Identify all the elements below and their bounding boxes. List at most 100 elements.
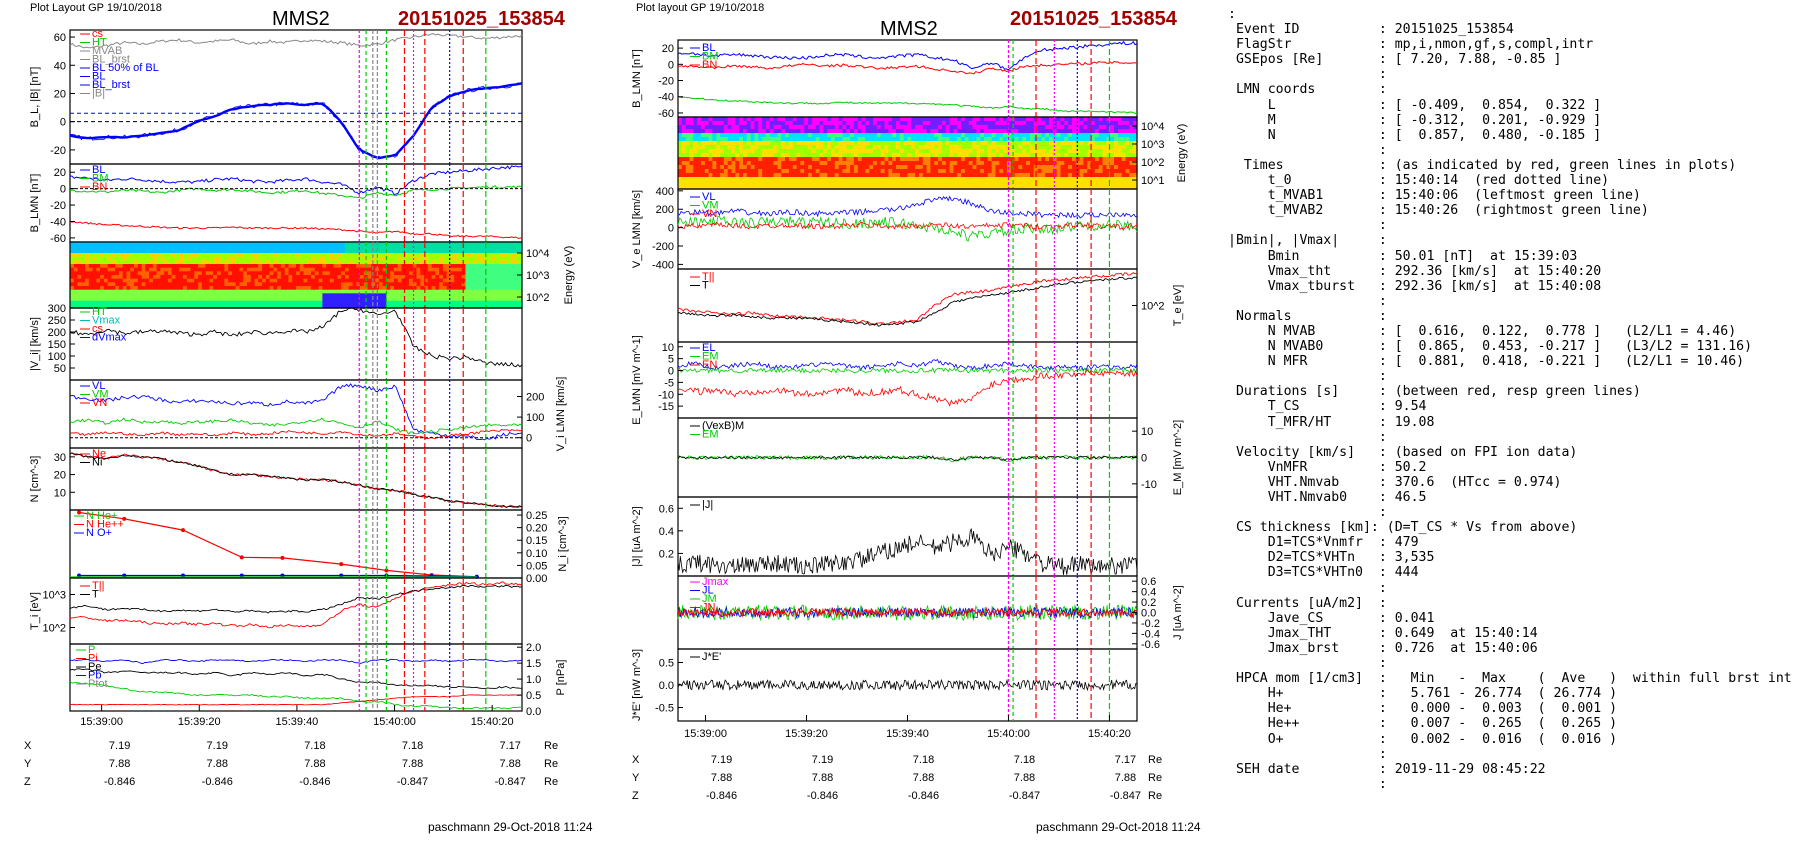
spectrogram-cell [269, 300, 274, 305]
spectrogram-cell [727, 117, 733, 122]
spectrogram-cell [701, 165, 706, 170]
spectrogram-cell [277, 264, 282, 269]
spectrogram-cell [1003, 133, 1008, 138]
spectrogram-cell [352, 282, 357, 287]
spectrogram-cell [431, 271, 436, 276]
spectrogram-cell [386, 242, 391, 247]
y-tick-label: 10^3 [526, 270, 550, 282]
spectrogram-cell [427, 253, 433, 258]
spectrogram-cell [228, 300, 233, 305]
spectrogram-cell [766, 153, 771, 158]
spectrogram-cell [1049, 145, 1054, 150]
spectrogram-cell [911, 161, 916, 166]
spectrogram-cell [96, 278, 101, 283]
spectrogram-cell [371, 278, 376, 283]
spectrogram-cell [811, 153, 817, 158]
spectrogram-cell [693, 137, 698, 142]
spectrogram-cell [209, 242, 214, 247]
spectrogram-cell [484, 253, 489, 258]
spectrogram-cell [450, 267, 455, 272]
spectrogram-cell [179, 275, 184, 280]
spectrogram-cell [239, 286, 244, 291]
spectrogram-cell [777, 129, 782, 134]
spectrogram-cell [209, 278, 214, 283]
spectrogram-cell [179, 286, 184, 291]
spectrogram-cell [834, 185, 840, 190]
spectrogram-cell [792, 141, 798, 146]
position-value: 7.19 [109, 740, 130, 752]
spectrogram-cell [378, 286, 384, 291]
spectrogram-cell [857, 117, 863, 122]
spectrogram-cell [141, 286, 146, 291]
spectrogram-cell [254, 253, 259, 258]
summary-line: Currents [uA/m2] : [1228, 595, 1387, 611]
spectrogram-cell [804, 137, 809, 142]
spectrogram-cell [697, 141, 702, 146]
spectrogram-cell [296, 245, 301, 250]
spectrogram-cell [1018, 129, 1023, 134]
spectrogram-cell [488, 271, 493, 276]
spectrogram-cell [819, 125, 824, 130]
spectrogram-cell [134, 242, 139, 247]
spectrogram-cell [999, 165, 1004, 170]
spectrogram-cell [164, 242, 169, 247]
spectrogram-cell [746, 185, 752, 190]
spectrogram-cell [495, 278, 500, 283]
spectrogram-cell [811, 181, 817, 186]
spectrogram-cell [239, 275, 244, 280]
spectrogram-cell [348, 304, 354, 309]
spectrogram-cell [401, 278, 406, 283]
spectrogram-cell [961, 185, 966, 190]
spectrogram-cell [750, 141, 756, 146]
panel-VeLMN-frame [677, 188, 1138, 270]
spectrogram-cell [375, 256, 380, 261]
spectrogram-cell [235, 271, 241, 276]
spectrogram-cell [232, 260, 237, 265]
spectrogram-cell [345, 267, 350, 272]
spectrogram-cell [152, 282, 158, 287]
spectrogram-cell [1049, 121, 1054, 126]
spectrogram-cell [1056, 185, 1062, 190]
series-T-par [69, 581, 523, 629]
spectrogram-cell [292, 289, 297, 294]
spectrogram-cell [1052, 153, 1058, 158]
spectrogram-cell [337, 304, 342, 309]
spectrogram-cell [130, 289, 135, 294]
spectrogram-cell [73, 304, 79, 309]
spectrogram-cell [1026, 177, 1031, 182]
spectrogram-cell [1098, 157, 1104, 162]
spectrogram-cell [853, 169, 859, 174]
spectrogram-cell [209, 297, 214, 302]
spectrogram-cell [111, 286, 116, 291]
spectrogram-cell [972, 185, 977, 190]
spectrogram-cell [949, 153, 954, 158]
spectrogram-cell [326, 278, 331, 283]
spectrogram-cell [337, 278, 342, 283]
spectrogram-cell [107, 253, 113, 258]
spectrogram-cell [360, 249, 365, 254]
spectrogram-cell [1091, 137, 1096, 142]
spectrogram-cell [922, 145, 928, 150]
spectrogram-cell [167, 253, 173, 258]
spectrogram-cell [103, 264, 109, 269]
spectrogram-cell [1041, 181, 1046, 186]
spectrogram-cell [819, 133, 824, 138]
spectrogram-cell [491, 275, 497, 280]
spectrogram-cell [378, 242, 384, 247]
spectrogram-cell [137, 260, 143, 265]
spectrogram-cell [953, 149, 958, 154]
spectrogram-cell [401, 253, 406, 258]
spectrogram-cell [766, 117, 771, 122]
spectrogram-cell [762, 149, 767, 154]
spectrogram-cell [183, 271, 188, 276]
spectrogram-cell [96, 245, 101, 250]
spectrogram-cell [81, 286, 86, 291]
spectrogram-cell [762, 133, 767, 138]
spectrogram-cell [1014, 141, 1019, 146]
spectrogram-cell [785, 133, 790, 138]
spectrogram-cell [446, 249, 452, 254]
spectrogram-cell [371, 260, 376, 265]
spectrogram-cell [382, 249, 387, 254]
spectrogram-cell [273, 297, 278, 302]
spectrogram-cell [179, 267, 184, 272]
